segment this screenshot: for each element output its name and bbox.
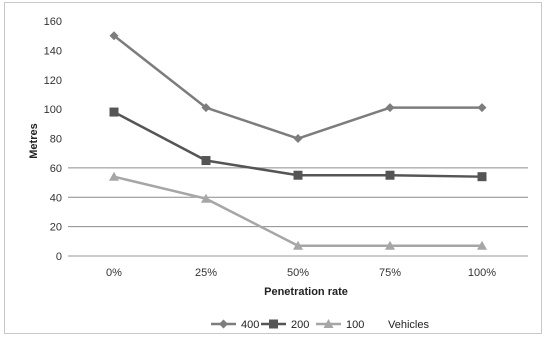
x-axis-title: Penetration rate xyxy=(264,286,348,298)
legend-suffix: Vehicles xyxy=(388,319,429,331)
series-200 xyxy=(109,107,487,182)
legend-item-200: 200 xyxy=(261,319,309,331)
y-tick-label: 140 xyxy=(44,45,62,57)
x-tick-label: 25% xyxy=(195,267,217,279)
x-tick-labels: 0% 25% 50% 75% 100% xyxy=(106,267,496,279)
data-point xyxy=(477,172,487,182)
data-point xyxy=(293,240,303,250)
data-point xyxy=(109,107,119,117)
y-tick-label: 0 xyxy=(56,251,62,263)
legend-label: 200 xyxy=(291,319,309,331)
x-tick-label: 50% xyxy=(287,267,309,279)
y-tick-label: 100 xyxy=(44,104,62,116)
y-tick-label: 160 xyxy=(44,16,62,28)
series-line xyxy=(113,34,482,140)
legend-item-100: 100 xyxy=(316,319,364,331)
y-tick-label: 120 xyxy=(44,75,62,87)
y-tick-labels: 0 20 40 60 80 100 120 140 160 xyxy=(44,16,62,263)
y-tick-label: 40 xyxy=(50,192,62,204)
gridlines xyxy=(68,167,528,228)
legend-marker xyxy=(219,319,228,329)
data-point xyxy=(201,103,211,113)
data-point xyxy=(293,170,303,180)
data-point xyxy=(109,31,119,41)
data-point xyxy=(477,240,487,250)
y-tick-label: 60 xyxy=(50,163,62,175)
series-line xyxy=(113,110,483,178)
legend-label: 400 xyxy=(241,319,259,331)
data-point xyxy=(109,171,119,181)
legend-item-400: 400 xyxy=(211,319,259,331)
y-tick-label: 20 xyxy=(50,222,62,234)
data-point xyxy=(201,156,211,166)
series-line xyxy=(113,175,482,247)
data-point xyxy=(293,134,303,143)
data-point xyxy=(201,193,211,203)
data-point xyxy=(385,103,395,113)
data-point xyxy=(385,170,395,180)
series-400 xyxy=(109,31,487,143)
data-point xyxy=(385,240,395,250)
y-axis-title: Metres xyxy=(28,123,40,158)
series-layer xyxy=(109,31,487,250)
legend-marker xyxy=(269,319,278,329)
x-tick-label: 75% xyxy=(379,267,401,279)
x-tick-label: 0% xyxy=(106,267,122,279)
data-point xyxy=(477,103,487,113)
y-tick-label: 80 xyxy=(50,134,62,146)
chart-frame xyxy=(4,2,542,334)
legend: Vehicles 400 200 100 xyxy=(211,319,429,331)
legend-marker xyxy=(323,319,334,328)
legend-label: 100 xyxy=(346,319,364,331)
series-100 xyxy=(109,171,487,250)
x-tick-label: 100% xyxy=(468,267,496,279)
